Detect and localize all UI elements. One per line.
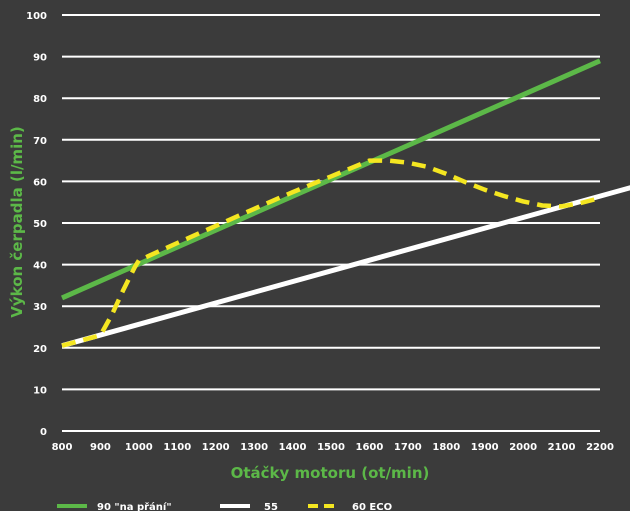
- x-tick-label: 1500: [317, 442, 345, 453]
- y-tick-label: 90: [33, 53, 47, 64]
- legend-label: 55: [264, 502, 278, 511]
- y-axis-title: Výkon čerpadla (l/min): [8, 126, 26, 318]
- x-tick-label: 900: [90, 442, 111, 453]
- x-tick-label: 2000: [509, 442, 537, 453]
- series-line: [61, 158, 601, 348]
- y-tick-label: 30: [33, 302, 47, 313]
- x-tick-label: 1100: [163, 442, 191, 453]
- x-tick-label: 1200: [202, 442, 230, 453]
- y-tick-label: 60: [33, 177, 47, 188]
- y-tick-label: 10: [33, 385, 47, 396]
- x-tick-label: 1700: [394, 442, 422, 453]
- legend-label: 60 ECO: [352, 502, 392, 511]
- x-axis-title: Otáčky motoru (ot/min): [231, 464, 430, 482]
- x-tick-label: 1800: [432, 442, 460, 453]
- y-tick-labels: 0 10 20 30 40 50 60 70 80 90 100: [26, 11, 47, 438]
- x-tick-label: 2100: [548, 442, 576, 453]
- legend-label: 90 "na přání": [97, 501, 172, 511]
- y-tick-label: 70: [33, 136, 47, 147]
- x-tick-label: 1000: [125, 442, 153, 453]
- y-tick-label: 50: [33, 219, 47, 230]
- x-tick-label: 2200: [586, 442, 614, 453]
- x-tick-label: 1400: [279, 442, 307, 453]
- series-line: [61, 185, 630, 349]
- x-tick-label: 1900: [471, 442, 499, 453]
- x-tick-label: 800: [52, 442, 73, 453]
- legend: 90 "na přání" 55 60 ECO: [57, 501, 392, 511]
- x-tick-label: 1300: [240, 442, 268, 453]
- y-tick-label: 40: [33, 261, 47, 272]
- grid-lines: [62, 14, 600, 432]
- series-line: [60, 58, 602, 301]
- y-tick-label: 20: [33, 344, 47, 355]
- series-lines: [60, 58, 630, 349]
- y-tick-label: 80: [33, 94, 47, 105]
- x-tick-labels: 800 900 1000 1100 1200 1300 1400 1500 1600 1700 18…: [52, 442, 614, 453]
- y-tick-label: 0: [40, 427, 47, 438]
- x-tick-label: 1600: [356, 442, 384, 453]
- y-tick-label: 100: [26, 11, 47, 22]
